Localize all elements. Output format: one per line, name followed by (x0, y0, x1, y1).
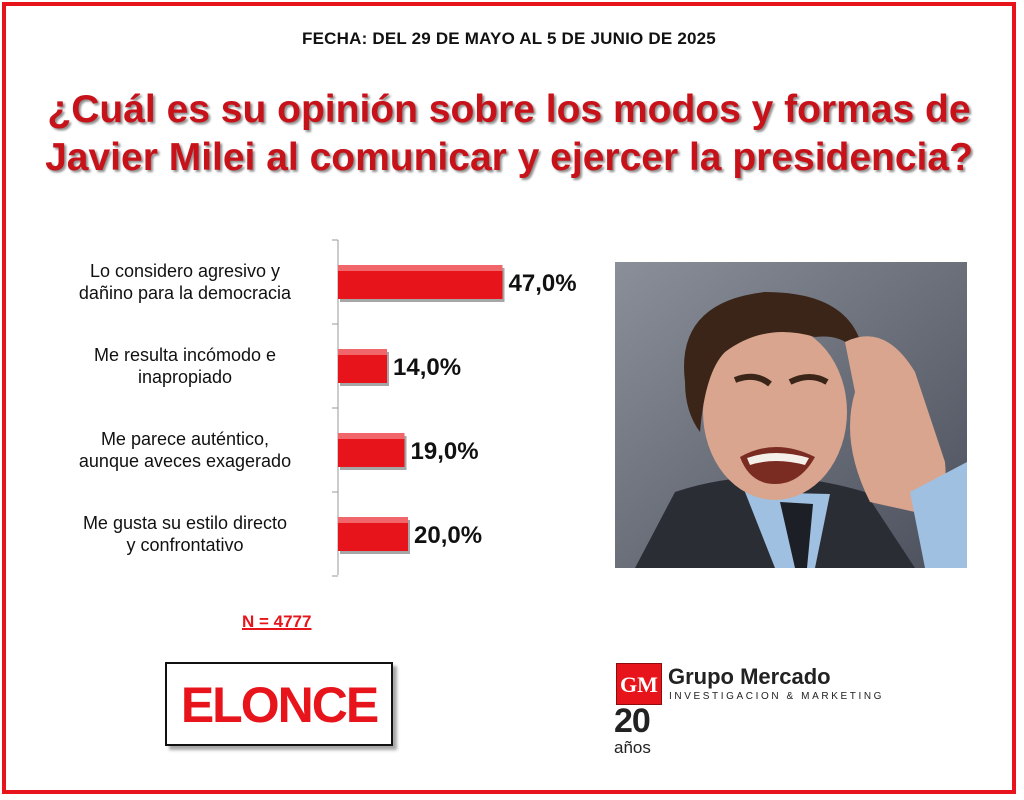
category-label-line: inapropiado (138, 367, 232, 387)
elonce-logo: ELONCE (165, 662, 393, 746)
survey-date: FECHA: DEL 29 DE MAYO AL 5 DE JUNIO DE 2… (302, 29, 716, 48)
bar-chart: 47,0% Lo considero agresivo y dañino para … (79, 239, 577, 577)
category-label-line: Me gusta su estilo directo (83, 513, 287, 533)
bar-highlight (338, 265, 503, 271)
anniversary-word: años (614, 738, 651, 757)
person-photo (615, 262, 967, 568)
sample-size: N = 4777 (242, 612, 312, 631)
grupo-mercado-logo-icon: GM (616, 663, 662, 705)
grupo-mercado-subtitle: INVESTIGACION & MARKETING (669, 691, 885, 702)
bar-highlight (338, 517, 408, 523)
category-label: Me resulta incómodo e inapropiado (94, 345, 276, 387)
category-label-line: y confrontativo (126, 535, 243, 555)
category-label: Me parece auténtico, aunque aveces exager… (79, 429, 291, 471)
bar (338, 433, 405, 467)
category-label-line: aunque aveces exagerado (79, 451, 291, 471)
data-label: 14,0% (393, 354, 461, 381)
category-label-line: Me resulta incómodo e (94, 345, 276, 365)
grupo-mercado-logo-mark: GM (620, 672, 658, 697)
grupo-mercado-name: Grupo Mercado (668, 664, 831, 689)
bar (338, 517, 408, 551)
anniversary-number: 20 (614, 702, 651, 740)
bar (338, 349, 387, 383)
data-label: 47,0% (509, 270, 577, 297)
elonce-logo-text: ELONCE (180, 677, 379, 733)
category-label: Lo considero agresivo y dañino para la de… (79, 261, 292, 303)
bar-highlight (338, 433, 405, 439)
category-label: Me gusta su estilo directo y confrontativ… (83, 513, 287, 555)
data-label: 19,0% (411, 438, 479, 465)
category-label-line: Me parece auténtico, (101, 429, 269, 449)
category-label-line: Lo considero agresivo y (90, 261, 280, 281)
bar (338, 265, 503, 299)
category-label-line: dañino para la democracia (79, 283, 292, 303)
bar-highlight (338, 349, 387, 355)
data-label: 20,0% (414, 522, 482, 549)
survey-question: ¿Cuál es su opinión sobre los modos y fo… (45, 88, 973, 179)
